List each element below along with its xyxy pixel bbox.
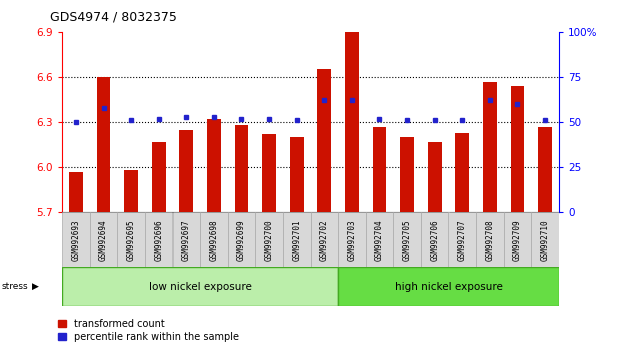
Bar [428,142,442,212]
Text: GSM992700: GSM992700 [265,219,274,261]
Bar [455,133,469,212]
Bar [97,77,111,212]
Bar [173,212,200,267]
Bar [504,212,532,267]
Bar [152,142,166,212]
Bar [62,212,89,267]
Bar [476,212,504,267]
Text: GSM992706: GSM992706 [430,219,439,261]
Bar [366,212,393,267]
Bar [89,212,117,267]
Bar [448,212,476,267]
Bar [421,212,448,267]
Text: GSM992703: GSM992703 [347,219,356,261]
Text: GSM992701: GSM992701 [292,219,301,261]
Text: low nickel exposure: low nickel exposure [148,282,252,292]
Bar [483,81,497,212]
Text: GSM992696: GSM992696 [154,219,163,261]
Bar [393,212,421,267]
Text: GSM992694: GSM992694 [99,219,108,261]
Text: GSM992708: GSM992708 [486,219,494,261]
Bar [373,127,386,212]
Text: GSM992702: GSM992702 [320,219,329,261]
Bar [538,127,552,212]
Text: GSM992705: GSM992705 [402,219,412,261]
Bar [235,125,248,212]
Bar [338,212,366,267]
Bar [117,212,145,267]
Text: ▶: ▶ [32,282,39,291]
Bar [283,212,310,267]
Bar [255,212,283,267]
Text: high nickel exposure: high nickel exposure [394,282,502,292]
Bar [262,134,276,212]
Bar [228,212,255,267]
Text: stress: stress [1,282,28,291]
Bar [400,137,414,212]
Text: GSM992704: GSM992704 [375,219,384,261]
Bar [317,69,331,212]
Bar [62,267,338,306]
Bar [200,212,228,267]
Bar [338,267,559,306]
Bar [345,32,359,212]
Text: GSM992697: GSM992697 [182,219,191,261]
Bar [290,137,304,212]
Bar [510,86,524,212]
Text: GSM992695: GSM992695 [127,219,135,261]
Bar [310,212,338,267]
Legend: transformed count, percentile rank within the sample: transformed count, percentile rank withi… [55,315,243,346]
Bar [207,119,221,212]
Bar [532,212,559,267]
Bar [124,170,138,212]
Text: GDS4974 / 8032375: GDS4974 / 8032375 [50,11,176,24]
Bar [179,130,193,212]
Text: GSM992698: GSM992698 [209,219,219,261]
Text: GSM992707: GSM992707 [458,219,467,261]
Text: GSM992693: GSM992693 [71,219,80,261]
Text: GSM992699: GSM992699 [237,219,246,261]
Text: GSM992710: GSM992710 [541,219,550,261]
Bar [69,172,83,212]
Bar [145,212,173,267]
Text: GSM992709: GSM992709 [513,219,522,261]
